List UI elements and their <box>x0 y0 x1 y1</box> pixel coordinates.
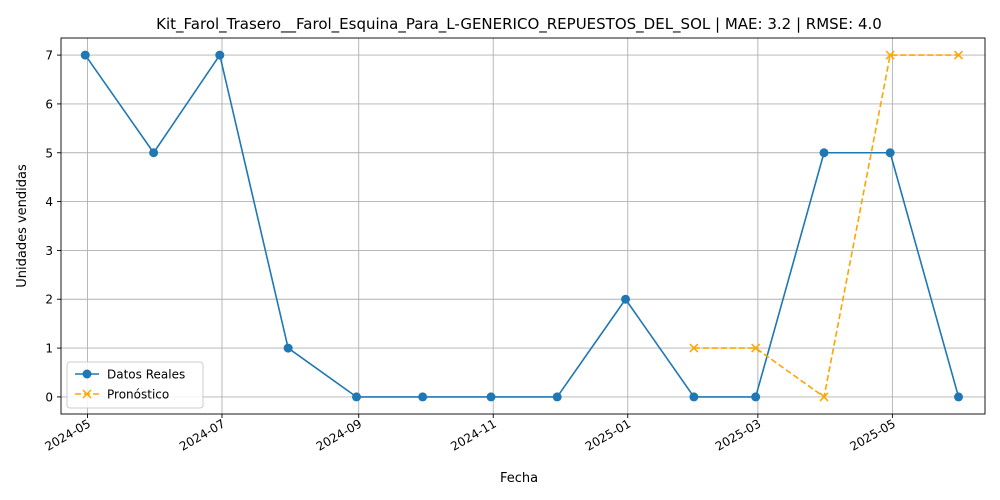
y-tick-label: 6 <box>45 97 53 111</box>
data-point-stroke <box>885 50 895 60</box>
data-point <box>486 392 496 402</box>
legend-box <box>66 361 204 409</box>
data-point-stroke <box>751 343 761 353</box>
legend-marker <box>82 389 92 399</box>
data-point <box>954 392 964 402</box>
y-tick-label: 7 <box>45 49 53 63</box>
data-point <box>215 50 225 60</box>
data-point <box>552 392 562 402</box>
data-point <box>689 343 699 353</box>
y-tick-label: 2 <box>45 293 53 307</box>
data-point <box>621 294 631 304</box>
data-point <box>352 392 362 402</box>
data-point <box>689 392 699 402</box>
y-axis: 0 1 2 3 4 5 6 7 <box>45 49 61 404</box>
data-point <box>885 148 895 158</box>
x-axis-label: Fecha <box>500 471 538 486</box>
data-point <box>819 392 829 402</box>
y-axis-label: Unidades vendidas <box>15 164 30 288</box>
data-point <box>819 148 829 158</box>
series-0 <box>80 50 964 402</box>
data-point <box>954 50 964 60</box>
data-point-stroke <box>819 392 829 402</box>
data-point <box>751 392 761 402</box>
series-line <box>84 54 960 398</box>
data-point <box>751 343 761 353</box>
y-tick-label: 5 <box>45 146 53 160</box>
y-tick-label: 1 <box>45 342 53 356</box>
y-tick-label: 4 <box>45 195 53 209</box>
data-point <box>149 148 159 158</box>
plot-frame <box>60 37 986 415</box>
legend-label: Pronóstico <box>107 388 169 402</box>
data-point-stroke <box>689 343 699 353</box>
legend: Datos Reales Pronóstico <box>66 361 204 409</box>
series-layer <box>80 50 964 402</box>
data-point <box>283 343 293 353</box>
series-1 <box>689 50 964 402</box>
y-tick-label: 0 <box>45 390 53 404</box>
data-point-stroke <box>954 50 964 60</box>
legend-label: Datos Reales <box>107 368 185 382</box>
data-point <box>885 50 895 60</box>
y-tick-label: 3 <box>45 244 53 258</box>
legend-marker <box>82 369 92 379</box>
chart-title: Kit_Farol_Trasero__Farol_Esquina_Para_L-… <box>156 15 882 34</box>
grid <box>61 38 985 414</box>
data-point <box>418 392 428 402</box>
data-point <box>80 50 90 60</box>
legend-marker-stroke <box>82 389 92 399</box>
